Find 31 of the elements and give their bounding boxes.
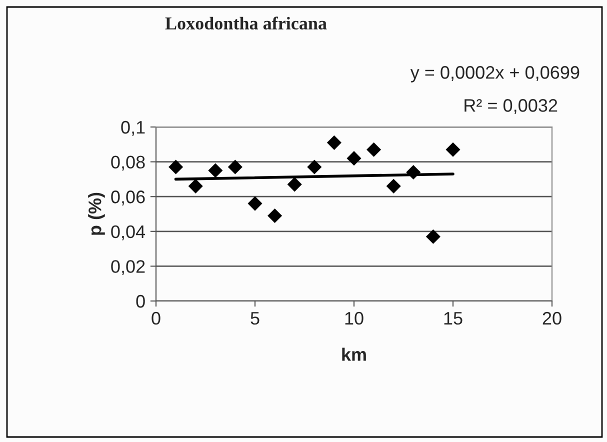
- point: [386, 178, 401, 194]
- y-tick-label: 0,1: [121, 120, 145, 136]
- y-tick-label: 0,02: [111, 260, 145, 276]
- x-tick-label: 0: [152, 312, 160, 325]
- point: [366, 142, 382, 157]
- x-axis-title: km: [342, 348, 366, 361]
- x-tick-label: 20: [542, 312, 562, 325]
- point: [248, 196, 262, 211]
- y-tick-label: 0,04: [111, 225, 146, 240]
- point: [406, 164, 421, 180]
- point: [287, 177, 302, 192]
- point: [208, 163, 223, 178]
- x-tick-label: 15: [444, 312, 462, 325]
- chart-title: Loxodontha africana: [165, 16, 327, 30]
- point: [268, 208, 282, 224]
- y-tick-label: 0,08: [111, 156, 145, 171]
- y-axis-title: p (%): [88, 192, 105, 235]
- point: [168, 160, 184, 174]
- point: [228, 160, 242, 174]
- text: R² = 0,0032: [464, 99, 558, 114]
- x-tick-label: 10: [345, 312, 364, 325]
- x-tick-label: 5: [250, 312, 260, 325]
- point: [426, 229, 440, 244]
- point: [188, 178, 203, 194]
- text: y = 0,0002x + 0,0699: [410, 66, 580, 82]
- point: [446, 142, 460, 157]
- y-tick-label: 0,06: [111, 190, 145, 206]
- point: [326, 135, 342, 150]
- point: [307, 160, 322, 174]
- y-tick-label: 0: [136, 294, 145, 308]
- point: [346, 151, 362, 166]
